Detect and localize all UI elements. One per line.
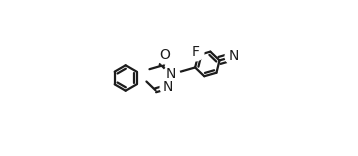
Text: N: N: [163, 80, 173, 94]
Text: O: O: [159, 48, 170, 62]
Text: F: F: [192, 45, 199, 59]
Text: N: N: [166, 68, 176, 81]
Text: N: N: [228, 49, 239, 63]
